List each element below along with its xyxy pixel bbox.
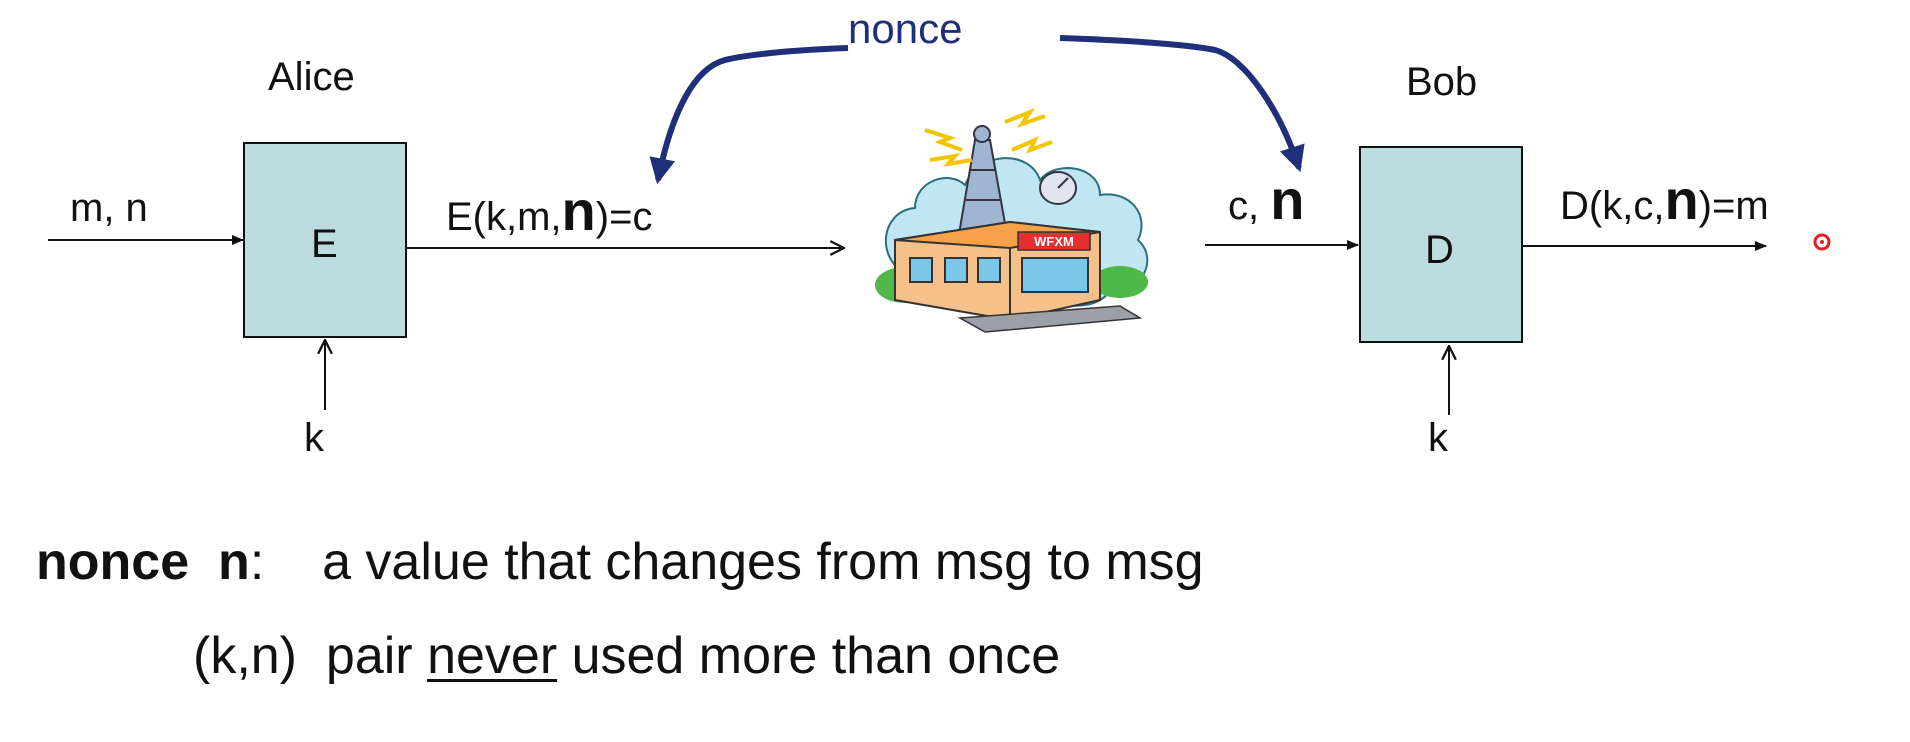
nonce-term: nonce: [36, 533, 190, 591]
decrypt-box: [1359, 146, 1523, 343]
bob-input-label: c, n: [1228, 168, 1305, 231]
never-emphasis: never: [427, 627, 558, 685]
nonce-symbol: n: [218, 533, 250, 591]
pointer-dot: [1813, 233, 1831, 251]
alice-label: Alice: [268, 55, 355, 99]
definition-line-2: (k,n) pair never used more than once: [193, 627, 1061, 685]
key-right-label: k: [1428, 416, 1448, 460]
svg-text:WFXM: WFXM: [1034, 234, 1074, 249]
decrypt-box-label: D: [1425, 228, 1454, 272]
station-sign: [1017, 231, 1091, 251]
nonce-top-label: nonce: [848, 5, 963, 52]
input-label: m, n: [70, 186, 148, 230]
bob-label: Bob: [1406, 60, 1478, 104]
key-left-label: k: [304, 416, 324, 460]
encrypt-box: [243, 142, 407, 338]
definition-line-1: nonce n: a value that changes from msg t…: [36, 533, 1204, 591]
definition-description: a value that changes from msg to msg: [322, 533, 1204, 591]
decrypt-output-label: D(k,c,n)=m: [1560, 168, 1769, 231]
ciphertext-label: E(k,m,n)=c: [446, 179, 653, 242]
nonce-arrow-right: [1059, 35, 1305, 173]
radio-station-icon: WFXM: [875, 107, 1149, 333]
nonce-arrow-left: [649, 45, 849, 185]
encrypt-box-label: E: [311, 222, 338, 266]
